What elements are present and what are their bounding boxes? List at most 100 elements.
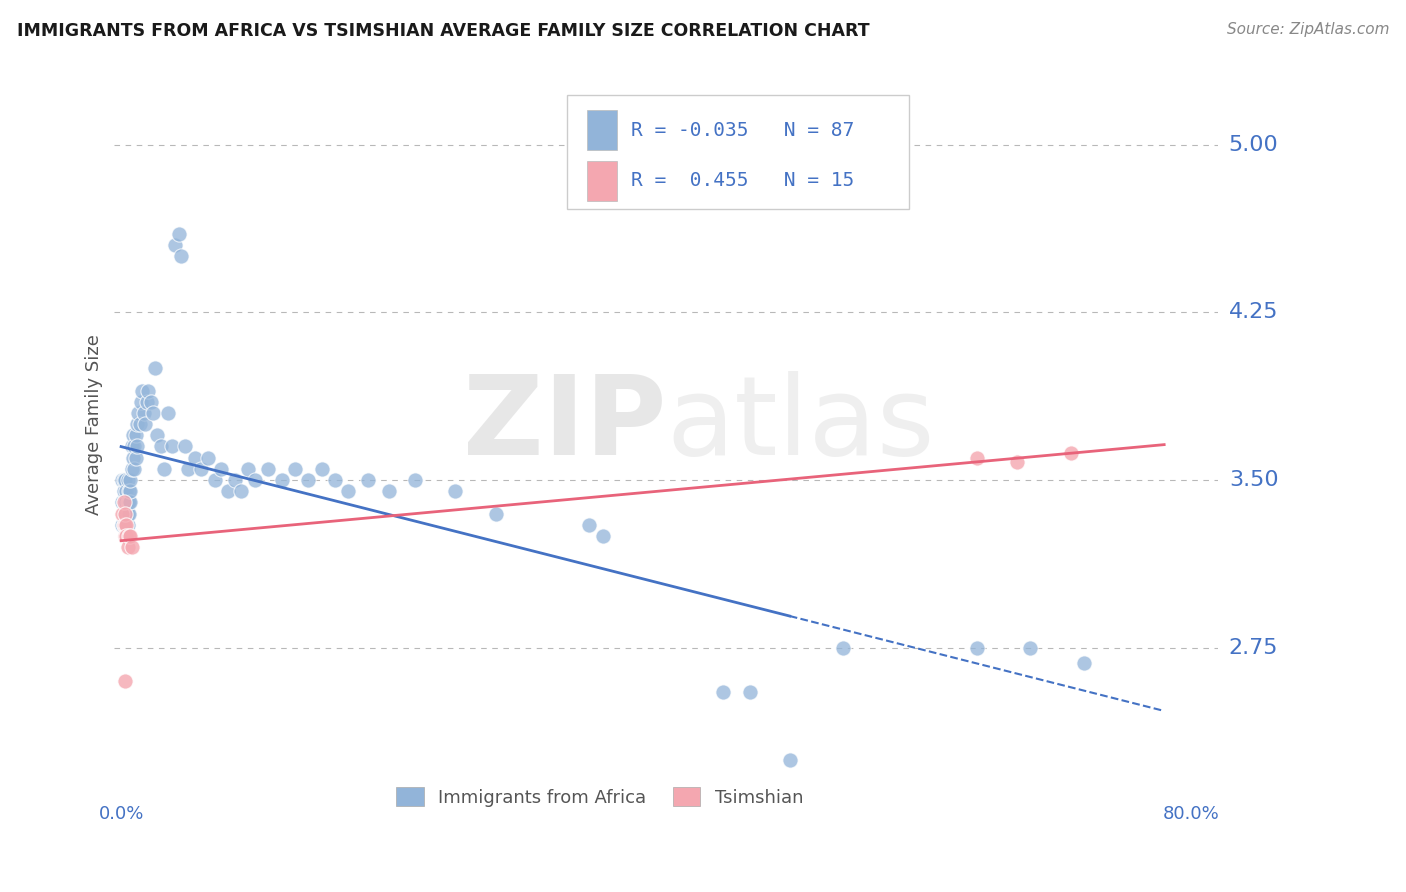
Point [224,473,246,487]
Point [124,440,146,454]
Point [112,473,135,487]
Text: IMMIGRANTS FROM AFRICA VS TSIMSHIAN AVERAGE FAMILY SIZE CORRELATION CHART: IMMIGRANTS FROM AFRICA VS TSIMSHIAN AVER… [17,22,869,40]
Point [111,507,134,521]
Point [135,394,157,409]
Text: 2.75: 2.75 [1229,638,1278,657]
Point [111,495,134,509]
Point [114,473,136,487]
Point [117,507,139,521]
Point [209,462,232,476]
Point [197,450,219,465]
Point [284,462,307,476]
Text: 4.25: 4.25 [1229,302,1278,322]
Point [121,540,143,554]
Point [183,450,205,465]
Point [117,495,139,509]
Text: R =  0.455   N = 15: R = 0.455 N = 15 [631,170,853,190]
Point [160,440,183,454]
Point [120,529,142,543]
Y-axis label: Average Family Size: Average Family Size [86,334,103,515]
Point [190,462,212,476]
Text: 5.00: 5.00 [1229,135,1278,154]
Point [112,517,135,532]
Point [134,417,156,431]
Text: atlas: atlas [666,370,935,477]
Point [118,507,141,521]
Point [114,507,136,521]
Point [832,640,855,655]
Point [114,507,136,521]
Point [115,517,138,532]
Point [146,428,169,442]
Point [297,473,319,487]
Text: 0.0%: 0.0% [98,805,143,823]
Point [117,473,139,487]
Point [270,473,292,487]
Point [337,484,360,499]
Point [174,440,197,454]
Point [231,484,253,499]
Point [156,406,179,420]
Point [111,473,134,487]
Point [115,495,138,509]
Point [136,384,159,398]
Point [217,484,239,499]
Point [114,517,136,532]
Point [112,495,135,509]
Point [120,495,142,509]
Point [114,495,136,509]
Point [779,753,801,767]
Point [377,484,399,499]
Point [484,507,506,521]
Point [711,685,734,699]
Point [1019,640,1042,655]
Point [129,394,152,409]
Point [966,450,988,465]
Text: 3.50: 3.50 [1229,470,1278,490]
Point [153,462,176,476]
Point [127,406,149,420]
Point [132,406,155,420]
Point [112,484,135,499]
Point [124,462,146,476]
Point [311,462,333,476]
Point [115,517,138,532]
Text: 80.0%: 80.0% [1163,805,1219,823]
FancyBboxPatch shape [586,161,617,201]
Point [1073,657,1095,671]
Point [236,462,259,476]
Point [122,428,145,442]
Point [323,473,346,487]
Point [117,517,139,532]
Point [114,529,136,543]
Point [404,473,426,487]
Point [170,249,193,263]
Point [444,484,467,499]
Point [115,529,138,543]
FancyBboxPatch shape [567,95,908,209]
Point [167,227,190,241]
Point [257,462,280,476]
Point [115,507,138,521]
Point [125,428,148,442]
Point [738,685,761,699]
FancyBboxPatch shape [586,110,617,150]
Point [177,462,200,476]
Point [204,473,226,487]
Legend: Immigrants from Africa, Tsimshian: Immigrants from Africa, Tsimshian [389,780,810,814]
Point [131,384,153,398]
Point [125,450,148,465]
Point [142,406,165,420]
Text: R = -0.035   N = 87: R = -0.035 N = 87 [631,120,853,140]
Point [117,540,139,554]
Point [112,517,135,532]
Point [121,462,143,476]
Point [115,484,138,499]
Point [357,473,380,487]
Point [122,450,145,465]
Point [121,440,143,454]
Point [966,640,988,655]
Point [592,529,614,543]
Point [118,484,141,499]
Point [1005,455,1028,469]
